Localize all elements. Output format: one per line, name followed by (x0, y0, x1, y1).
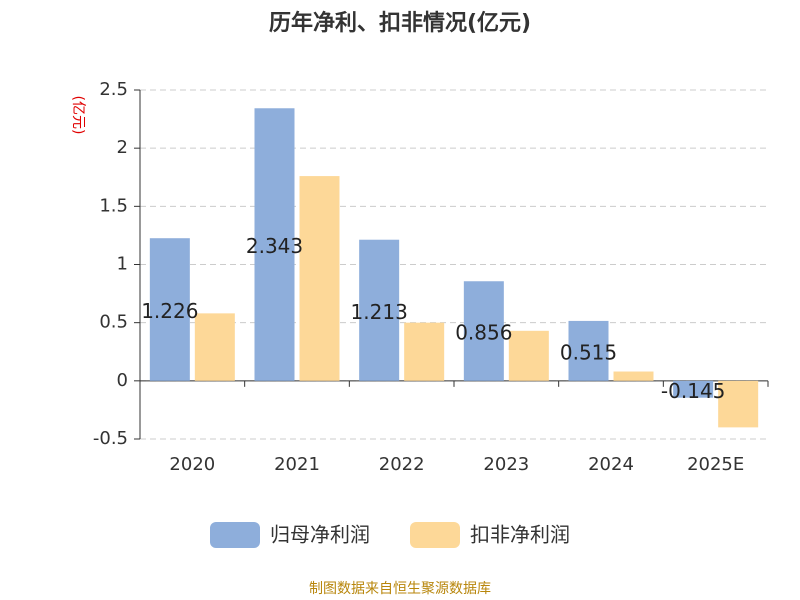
y-tick-label: 0.5 (99, 312, 128, 333)
bar (194, 313, 235, 381)
bar (359, 239, 400, 381)
data-label: -0.145 (661, 379, 725, 403)
y-axis-label: (亿元) (70, 96, 86, 135)
bar (718, 380, 759, 428)
legend-label: 归母净利润 (270, 523, 370, 547)
y-tick-label: 1.5 (99, 195, 128, 216)
y-tick-label: 1 (117, 254, 128, 275)
bar (508, 330, 549, 381)
legend-swatch (210, 522, 260, 548)
bar (613, 371, 654, 381)
bar (404, 322, 445, 381)
legend-swatch (410, 522, 460, 548)
bar (568, 320, 609, 381)
bar (673, 380, 714, 398)
data-label: 0.515 (560, 340, 617, 364)
chart-title: 历年净利、扣非情况(亿元) (269, 10, 531, 36)
bar (254, 108, 295, 381)
x-tick-label: 2025E (687, 454, 744, 475)
data-label: 2.343 (246, 234, 303, 258)
bar (299, 176, 340, 381)
y-tick-label: 2 (117, 137, 128, 158)
legend-label: 扣非净利润 (470, 523, 570, 547)
data-label: 0.856 (455, 321, 512, 345)
x-tick-label: 2022 (379, 454, 425, 475)
x-tick-label: 2020 (169, 454, 215, 475)
x-tick-label: 2024 (588, 454, 634, 475)
bar (149, 238, 190, 381)
y-tick-label: 2.5 (99, 79, 128, 100)
x-tick-label: 2021 (274, 454, 320, 475)
y-tick-label: 0 (117, 370, 128, 391)
source-note: 制图数据来自恒生聚源数据库 (309, 581, 491, 597)
data-label: 1.226 (141, 299, 198, 323)
data-label: 1.213 (351, 300, 408, 324)
bar (463, 281, 504, 381)
y-tick-label: -0.5 (93, 428, 128, 449)
x-tick-label: 2023 (483, 454, 529, 475)
